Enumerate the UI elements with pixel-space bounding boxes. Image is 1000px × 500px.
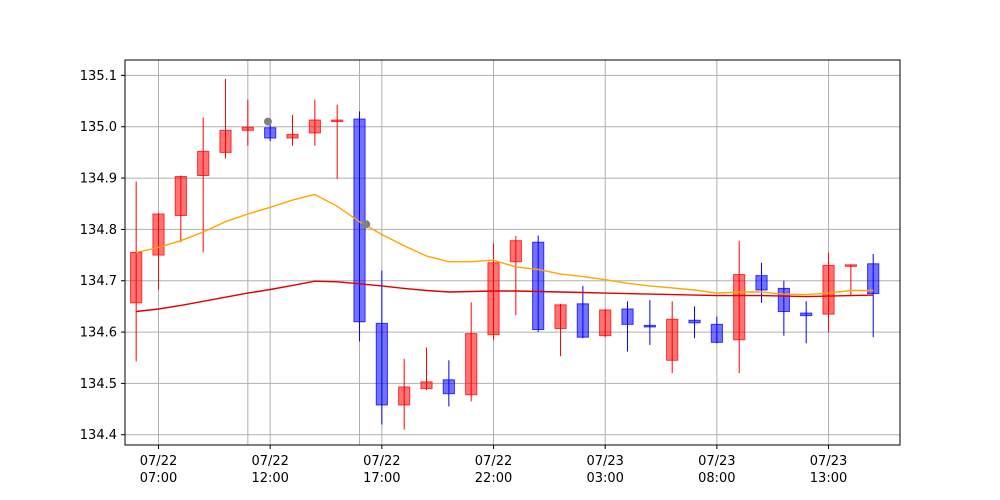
candle-body: [867, 263, 880, 295]
candle-down: [375, 270, 388, 425]
candle-body: [710, 323, 723, 343]
candle-body: [844, 264, 857, 267]
candle-body: [554, 304, 567, 329]
x-tick-label-time: 07:00: [140, 471, 177, 486]
candle-body: [197, 150, 210, 177]
y-tick-label: 134.5: [80, 377, 117, 392]
x-tick-label-date: 07/22: [475, 454, 512, 469]
candle-body: [532, 241, 545, 331]
candle-down: [800, 301, 813, 344]
candle-body: [576, 303, 589, 338]
x-tick-label-date: 07/23: [586, 454, 623, 469]
candle-body: [509, 240, 522, 263]
candle-down: [710, 316, 723, 344]
candle-up: [174, 175, 187, 243]
plot-frame: [124, 59, 901, 446]
markers: [263, 117, 371, 229]
marker-dot: [362, 220, 371, 229]
candle-up: [197, 117, 210, 253]
x-tick-label-time: 03:00: [586, 471, 623, 486]
candle-up: [822, 252, 835, 333]
candle-up: [599, 308, 612, 338]
candle-body: [130, 252, 143, 304]
candle-up: [733, 240, 746, 374]
candle-up: [465, 302, 478, 402]
candle-body: [777, 287, 790, 313]
candle-down: [643, 300, 656, 345]
candle-body: [643, 324, 656, 328]
y-tick-label: 135.0: [80, 120, 117, 135]
candle-up: [219, 78, 232, 159]
candle-body: [599, 309, 612, 337]
candle-down: [621, 301, 634, 352]
candle-up: [130, 181, 143, 362]
candle-body: [353, 118, 366, 323]
candle-body: [733, 274, 746, 341]
candle-body: [688, 319, 701, 324]
candle-down: [777, 280, 790, 336]
candle-up: [509, 236, 522, 316]
candle-down: [576, 285, 589, 339]
candle-down: [353, 111, 366, 342]
candle-body: [621, 308, 634, 325]
candle-body: [487, 262, 500, 336]
candle-body: [174, 176, 187, 217]
candles: [130, 78, 880, 430]
candle-body: [398, 386, 411, 406]
candle-body: [152, 213, 165, 256]
candle-body: [308, 119, 321, 134]
candle-body: [331, 119, 344, 123]
candle-body: [219, 129, 232, 153]
moving-average-lines: [136, 193, 874, 313]
y-tick-label: 134.4: [80, 428, 117, 443]
candle-body: [666, 318, 679, 361]
candle-down: [688, 306, 701, 339]
candle-up: [420, 347, 433, 391]
axes: 134.4 134.5 134.6 134.7 134.8 134.9 135.0 135.1…: [80, 69, 847, 486]
candle-body: [375, 322, 388, 406]
x-tick-label-time: 17:00: [363, 471, 400, 486]
candle-body: [465, 333, 478, 396]
candle-body: [755, 275, 768, 291]
y-tick-label: 134.9: [80, 172, 117, 187]
candle-body: [241, 126, 254, 131]
x-tick-label-time: 22:00: [475, 471, 512, 486]
x-tick-label-date: 07/23: [810, 454, 847, 469]
y-tick-label: 134.6: [80, 326, 117, 341]
x-tick-label-time: 12:00: [251, 471, 288, 486]
candle-up: [331, 104, 344, 180]
candle-body: [800, 312, 813, 317]
y-tick-label: 135.1: [80, 69, 117, 84]
candle-body: [420, 381, 433, 390]
marker-dot: [263, 117, 272, 126]
x-tick-label-date: 07/22: [251, 454, 288, 469]
x-tick-label-time: 08:00: [698, 471, 735, 486]
candle-up: [554, 303, 567, 357]
candle-up: [308, 99, 321, 146]
ma-slow-line: [136, 280, 874, 313]
x-tick-label-date: 07/22: [363, 454, 400, 469]
candle-body: [286, 133, 299, 139]
y-tick-label: 134.7: [80, 274, 117, 289]
candle-body: [822, 264, 835, 315]
y-tick-label: 134.8: [80, 223, 117, 238]
candle-body: [264, 127, 277, 139]
candle-up: [241, 99, 254, 146]
x-tick-label-date: 07/22: [140, 454, 177, 469]
candle-up: [666, 301, 679, 374]
ma-fast-line: [136, 193, 874, 296]
candle-up: [398, 358, 411, 430]
x-tick-label-time: 13:00: [810, 471, 847, 486]
candle-down: [532, 235, 545, 333]
candle-up: [286, 114, 299, 146]
candle-up: [152, 212, 165, 290]
candle-down: [442, 360, 455, 407]
candle-body: [442, 379, 455, 395]
x-tick-label-date: 07/23: [698, 454, 735, 469]
